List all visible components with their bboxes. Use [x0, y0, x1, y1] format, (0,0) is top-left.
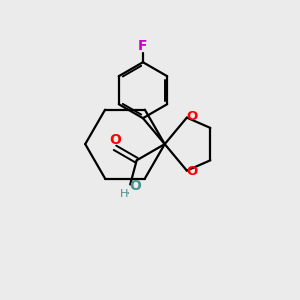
Text: O: O: [130, 179, 141, 193]
Text: O: O: [109, 134, 121, 147]
Text: O: O: [186, 165, 197, 178]
Text: H: H: [119, 189, 128, 199]
Text: F: F: [138, 39, 148, 53]
Text: ·: ·: [126, 187, 130, 201]
Text: O: O: [186, 110, 197, 123]
